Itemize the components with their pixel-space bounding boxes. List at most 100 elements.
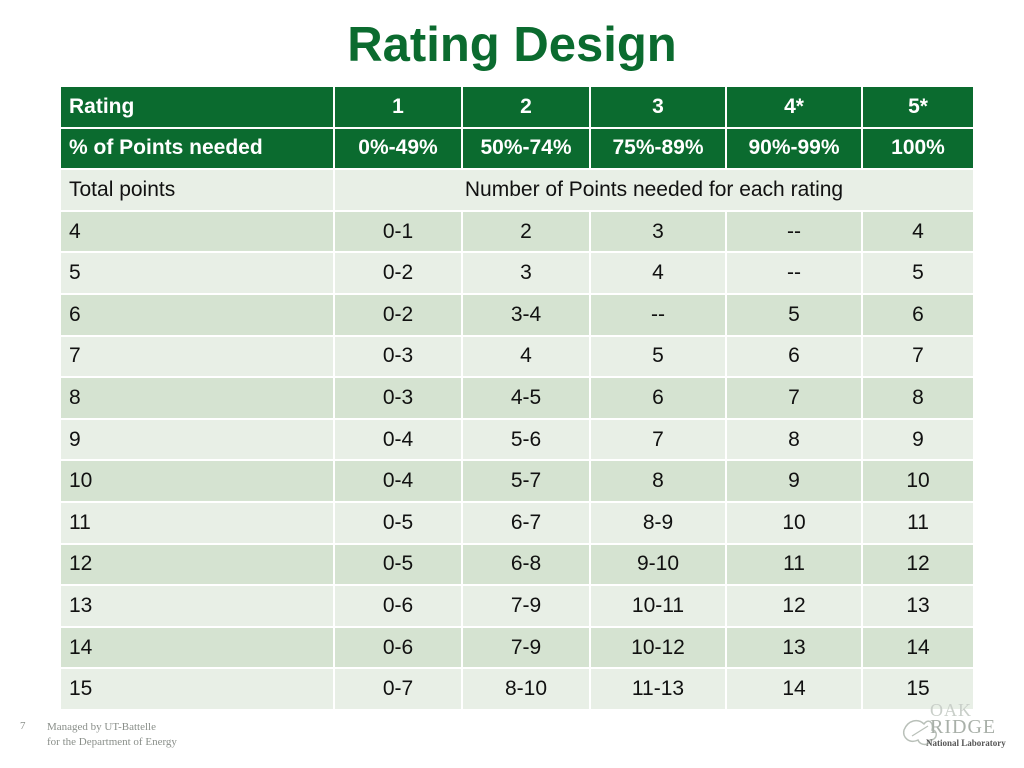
points-range-cell: 3 (589, 209, 727, 254)
total-points-cell: 7 (59, 334, 335, 379)
points-range-cell: 2 (461, 209, 591, 254)
points-range-cell: 7 (725, 376, 863, 420)
total-points-cell: 14 (59, 625, 335, 670)
points-range-cell: 4 (461, 334, 591, 379)
logo-line-1: OAK (930, 700, 972, 720)
percent-cell: 75%-89% (589, 126, 727, 171)
percent-cell: 90%-99% (725, 126, 863, 171)
points-range-cell: 9 (861, 417, 975, 462)
total-points-cell: 8 (59, 376, 335, 420)
points-range-cell: 6-8 (461, 542, 591, 587)
points-range-cell: 5-6 (461, 417, 591, 462)
points-range-cell: 0-4 (333, 417, 463, 462)
footer-line-1: Managed by UT-Battelle (47, 721, 156, 733)
points-range-cell: 4-5 (461, 376, 591, 420)
table-row: 8 0-3 4-5 6 7 8 (59, 376, 975, 420)
total-points-cell: 6 (59, 292, 335, 337)
points-range-cell: 7 (861, 334, 975, 379)
points-range-cell: 0-1 (333, 209, 463, 254)
total-points-cell: 9 (59, 417, 335, 462)
points-range-cell: 10-12 (589, 625, 727, 670)
points-range-cell: 0-5 (333, 542, 463, 587)
logo-line-2: RIDGE (930, 716, 997, 738)
points-range-cell: 6 (589, 376, 727, 420)
total-points-cell: 10 (59, 459, 335, 503)
total-points-cell: 5 (59, 251, 335, 295)
table-row: 15 0-7 8-10 11-13 14 15 (59, 667, 975, 711)
points-range-cell: 7 (589, 417, 727, 462)
percent-cell: 100% (861, 126, 975, 171)
points-needed-caption: Number of Points needed for each rating (333, 168, 975, 212)
points-range-cell: 4 (861, 209, 975, 254)
points-range-cell: 7-9 (461, 625, 591, 670)
points-range-cell: 10-11 (589, 584, 727, 628)
points-range-cell: 5 (589, 334, 727, 379)
points-range-cell: 0-4 (333, 459, 463, 503)
percent-cell: 50%-74% (461, 126, 591, 171)
header-cell: 5* (861, 85, 975, 129)
total-points-label: Total points (59, 168, 335, 212)
table-row: 4 0-1 2 3 -- 4 (59, 209, 975, 254)
table-row: 12 0-5 6-8 9-10 11 12 (59, 542, 975, 587)
rating-table: Rating 1 2 3 4* 5* % of Points needed 0%… (59, 85, 975, 711)
points-range-cell: 8 (861, 376, 975, 420)
total-points-cell: 13 (59, 584, 335, 628)
points-range-cell: 0-3 (333, 376, 463, 420)
points-range-cell: 6 (861, 292, 975, 337)
slide-title: Rating Design (347, 18, 677, 72)
data-rows: 4 0-1 2 3 -- 4 5 0-2 3 4 -- 5 6 0-2 3-4 -- 5 6 7 0-3 4 5 6 7 8 0-… (59, 209, 975, 711)
points-range-cell: 10 (861, 459, 975, 503)
table-row: 5 0-2 3 4 -- 5 (59, 251, 975, 295)
points-range-cell: 5 (725, 292, 863, 337)
points-range-cell: 15 (861, 667, 975, 711)
points-range-cell: 14 (725, 667, 863, 711)
points-range-cell: 5 (861, 251, 975, 295)
points-range-cell: 12 (861, 542, 975, 587)
points-range-cell: 8-10 (461, 667, 591, 711)
table-row: 6 0-2 3-4 -- 5 6 (59, 292, 975, 337)
points-range-cell: 11 (861, 500, 975, 545)
points-range-cell: 0-7 (333, 667, 463, 711)
header-row: Rating 1 2 3 4* 5* (59, 85, 975, 129)
points-range-cell: 14 (861, 625, 975, 670)
points-range-cell: 0-2 (333, 292, 463, 337)
points-range-cell: 8 (589, 459, 727, 503)
subheader-row: Total points Number of Points needed for… (59, 168, 975, 212)
total-points-cell: 11 (59, 500, 335, 545)
points-range-cell: 11 (725, 542, 863, 587)
points-range-cell: 3 (461, 251, 591, 295)
header-cell: Rating (59, 85, 335, 129)
points-range-cell: 3-4 (461, 292, 591, 337)
points-range-cell: 6-7 (461, 500, 591, 545)
points-range-cell: 0-3 (333, 334, 463, 379)
points-range-cell: 12 (725, 584, 863, 628)
table-row: 14 0-6 7-9 10-12 13 14 (59, 625, 975, 670)
points-range-cell: 4 (589, 251, 727, 295)
header-cell: 2 (461, 85, 591, 129)
percent-row: % of Points needed 0%-49% 50%-74% 75%-89… (59, 126, 975, 171)
points-range-cell: 0-5 (333, 500, 463, 545)
points-range-cell: 7-9 (461, 584, 591, 628)
total-points-cell: 15 (59, 667, 335, 711)
oak-leaf-icon (902, 719, 937, 746)
table-row: 11 0-5 6-7 8-9 10 11 (59, 500, 975, 545)
points-range-cell: 9 (725, 459, 863, 503)
table-row: 9 0-4 5-6 7 8 9 (59, 417, 975, 462)
table-row: 10 0-4 5-7 8 9 10 (59, 459, 975, 503)
points-range-cell: 0-2 (333, 251, 463, 295)
points-range-cell: 8 (725, 417, 863, 462)
points-range-cell: 11-13 (589, 667, 727, 711)
points-range-cell: -- (589, 292, 727, 337)
points-range-cell: 0-6 (333, 625, 463, 670)
points-range-cell: 9-10 (589, 542, 727, 587)
table-row: 7 0-3 4 5 6 7 (59, 334, 975, 379)
points-range-cell: 13 (861, 584, 975, 628)
points-range-cell: 13 (725, 625, 863, 670)
table-row: 13 0-6 7-9 10-11 12 13 (59, 584, 975, 628)
points-range-cell: 10 (725, 500, 863, 545)
total-points-cell: 4 (59, 209, 335, 254)
total-points-cell: 12 (59, 542, 335, 587)
header-cell: 3 (589, 85, 727, 129)
percent-cell: % of Points needed (59, 126, 335, 171)
footer-text: Managed by UT-Battelle for the Departmen… (47, 720, 177, 750)
